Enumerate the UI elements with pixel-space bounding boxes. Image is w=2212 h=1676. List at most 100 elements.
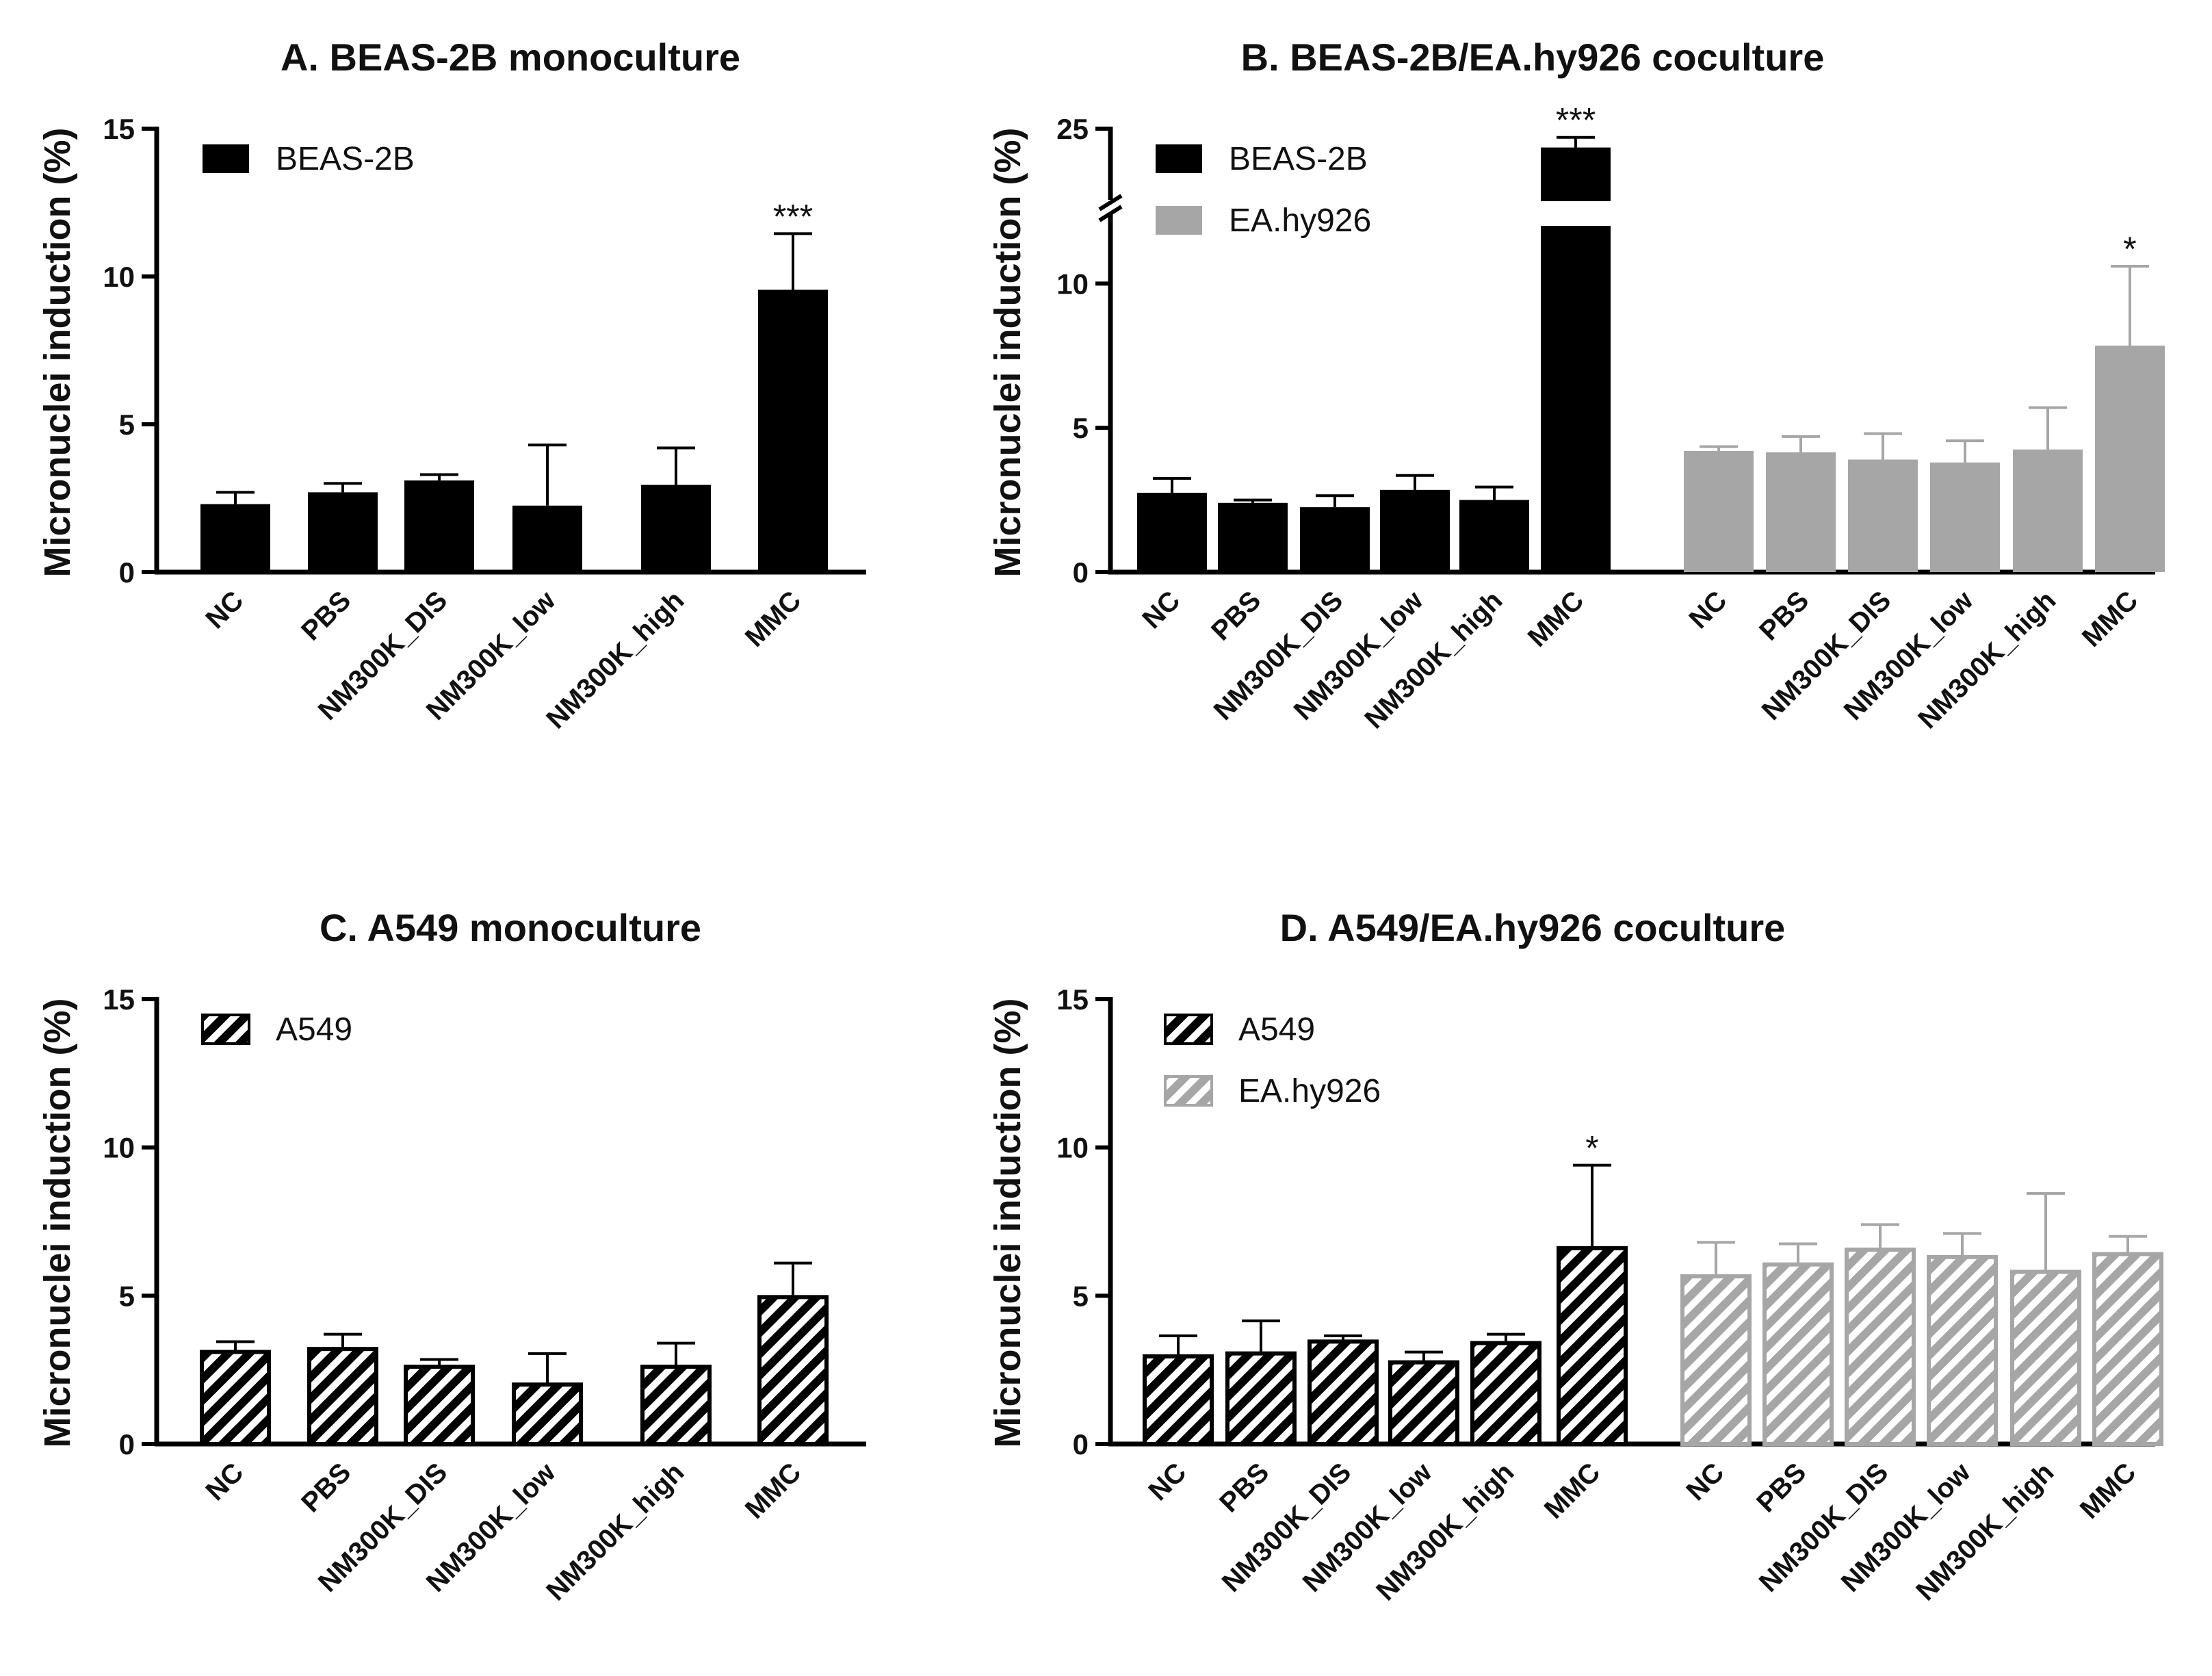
- bar-beas-2b-mmc: [758, 289, 828, 572]
- legend-label-ea-hy926: EA.hy926: [1238, 1073, 1381, 1109]
- y-tick-label-10: 10: [1056, 268, 1089, 300]
- bar-ea-hy926-nm300k-low: [1930, 462, 2000, 572]
- panel-a: A. BEAS-2B monoculture Micronuclei induc…: [37, 36, 866, 734]
- panel-c-legend: A549: [201, 1011, 352, 1048]
- bar-a549-mmc: [757, 1295, 829, 1447]
- x-tick-label-ea-hy926-nc: NC: [1683, 585, 1732, 634]
- legend-swatch-beas-2b: [203, 144, 249, 173]
- panel-b-title: B. BEAS-2B/EA.hy926 coculture: [1241, 36, 1825, 79]
- x-tick-label-beas-2b-mmc: MMC: [1522, 585, 1590, 653]
- panel-d-title: D. A549/EA.hy926 coculture: [1280, 906, 1786, 949]
- bar-ea-hy926-nm300k-high: [2013, 449, 2083, 572]
- significance-beas-2b-mmc: ***: [773, 197, 813, 235]
- significance-ea-hy926-mmc: *: [2123, 230, 2136, 268]
- panel-b: B. BEAS-2B/EA.hy926 coculture Micronucle…: [987, 36, 2165, 734]
- panel-c: C. A549 monoculture Micronuclei inductio…: [37, 906, 866, 1606]
- bar-a549-nm300k-low: [512, 1382, 583, 1446]
- legend-label-a549: A549: [276, 1011, 352, 1048]
- bar-ea-hy926-mmc: [2095, 345, 2165, 572]
- x-tick-label-ea-hy926-nc: NC: [1680, 1457, 1730, 1506]
- bar-ea-hy926-pbs: [1766, 452, 1836, 572]
- x-tick-label-ea-hy926-pbs: PBS: [1754, 585, 1814, 646]
- bar-a549-nc: [1143, 1354, 1214, 1446]
- bar-beas-2b-nm300k-low: [512, 505, 582, 572]
- bar-ea-hy926-nm300k-dis: [1845, 1248, 1916, 1446]
- bar-a549-nm300k-dis: [1307, 1339, 1379, 1447]
- bar-a549-pbs: [1225, 1351, 1297, 1446]
- panel-c-title: C. A549 monoculture: [320, 906, 701, 949]
- panel-b-y-axis-label: Micronuclei induction (%): [987, 128, 1028, 578]
- bar-beas-2b-nm300k-dis: [404, 480, 474, 572]
- bar-beas-2b-nm300k-high: [1459, 500, 1529, 572]
- bar-a549-nc: [200, 1350, 271, 1446]
- x-tick-label-ea-hy926-mmc: MMC: [2077, 585, 2144, 653]
- bar-a549-nm300k-high: [1470, 1341, 1541, 1446]
- y-tick-label-5: 5: [1073, 1280, 1089, 1312]
- bar-beas-2b-pbs: [1218, 502, 1288, 572]
- y-tick-label-10: 10: [103, 1132, 135, 1164]
- y-tick-label-10: 10: [103, 261, 135, 293]
- x-tick-label-beas-2b-nc: NC: [1136, 585, 1186, 634]
- bar-a549-nm300k-low: [1388, 1360, 1459, 1446]
- bar-beas-2b-mmc-lower: [1541, 226, 1611, 572]
- x-tick-label-a549-pbs: PBS: [1214, 1457, 1275, 1518]
- x-tick-label-a549-pbs: PBS: [296, 1457, 356, 1518]
- x-tick-label-beas-2b-nm300k-high: NM300K_high: [1359, 585, 1508, 734]
- bar-ea-hy926-nm300k-low: [1927, 1254, 1998, 1447]
- axis-break-mark-upper: [1098, 194, 1123, 211]
- panel-d-legend: A549 EA.hy926: [1164, 1011, 1381, 1109]
- bar-beas-2b-nm300k-high: [641, 485, 711, 572]
- x-tick-label-ea-hy926-mmc: MMC: [2074, 1457, 2142, 1525]
- x-tick-label-a549-nm300k-high: NM300K_high: [1370, 1457, 1520, 1606]
- legend-swatch-a549: [1164, 1014, 1213, 1045]
- x-tick-label-beas-2b-mmc: MMC: [740, 585, 807, 653]
- bar-a549-nm300k-dis: [404, 1365, 475, 1446]
- significance-a549-mmc: *: [1585, 1129, 1598, 1168]
- legend-swatch-beas-2b: [1156, 144, 1202, 173]
- legend-swatch-ea-hy926: [1156, 206, 1202, 235]
- significance-beas-2b-mmc: ***: [1556, 101, 1596, 140]
- x-tick-label-beas-2b-pbs: PBS: [1206, 585, 1266, 646]
- legend-label-beas-2b: BEAS-2B: [1229, 141, 1368, 177]
- bar-beas-2b-nc: [1137, 493, 1207, 572]
- y-tick-label-15: 15: [103, 983, 135, 1016]
- legend-label-ea-hy926: EA.hy926: [1229, 203, 1371, 239]
- bar-a549-mmc: [1557, 1246, 1628, 1447]
- bar-ea-hy926-nc: [1680, 1274, 1752, 1446]
- bar-beas-2b-nm300k-low: [1380, 489, 1450, 572]
- legend-swatch-ea-hy926: [1164, 1075, 1213, 1107]
- x-tick-label-a549-nc: NC: [200, 1457, 249, 1506]
- panel-a-y-axis-label: Micronuclei induction (%): [37, 128, 78, 578]
- bar-a549-nm300k-high: [640, 1365, 712, 1446]
- y-tick-label-0: 0: [119, 1428, 135, 1460]
- x-tick-label-beas-2b-nc: NC: [200, 585, 249, 634]
- y-tick-label-0: 0: [1073, 1428, 1089, 1460]
- bar-beas-2b-nc: [200, 504, 270, 572]
- x-tick-label-beas-2b-pbs: PBS: [296, 585, 356, 646]
- legend-swatch-a549: [201, 1014, 250, 1045]
- bar-ea-hy926-mmc: [2092, 1252, 2163, 1446]
- axis-break-mark-lower: [1098, 205, 1123, 222]
- y-tick-label-15: 15: [1056, 983, 1089, 1016]
- y-tick-label-15: 15: [103, 113, 135, 145]
- y-tick-label-0: 0: [119, 556, 135, 589]
- x-tick-label-ea-hy926-pbs: PBS: [1751, 1457, 1812, 1518]
- panel-d-y-axis-label: Micronuclei induction (%): [987, 998, 1028, 1448]
- bar-ea-hy926-nm300k-dis: [1848, 459, 1918, 572]
- bar-a549-pbs: [307, 1347, 378, 1446]
- panel-b-legend: BEAS-2B EA.hy926: [1156, 141, 1371, 239]
- panel-d: D. A549/EA.hy926 coculture Micronuclei i…: [987, 906, 2163, 1606]
- y-tick-label-0: 0: [1073, 556, 1089, 589]
- panel-a-legend: BEAS-2B: [203, 141, 415, 177]
- panel-a-title: A. BEAS-2B monoculture: [281, 36, 740, 79]
- bar-beas-2b-pbs: [308, 492, 378, 572]
- x-tick-label-a549-nm300k-high: NM300K_high: [541, 1457, 690, 1606]
- bar-beas-2b-nm300k-dis: [1300, 507, 1370, 572]
- bar-ea-hy926-nm300k-high: [2010, 1269, 2081, 1446]
- x-tick-label-a549-mmc: MMC: [1539, 1457, 1606, 1525]
- x-tick-label-a549-mmc: MMC: [740, 1457, 807, 1525]
